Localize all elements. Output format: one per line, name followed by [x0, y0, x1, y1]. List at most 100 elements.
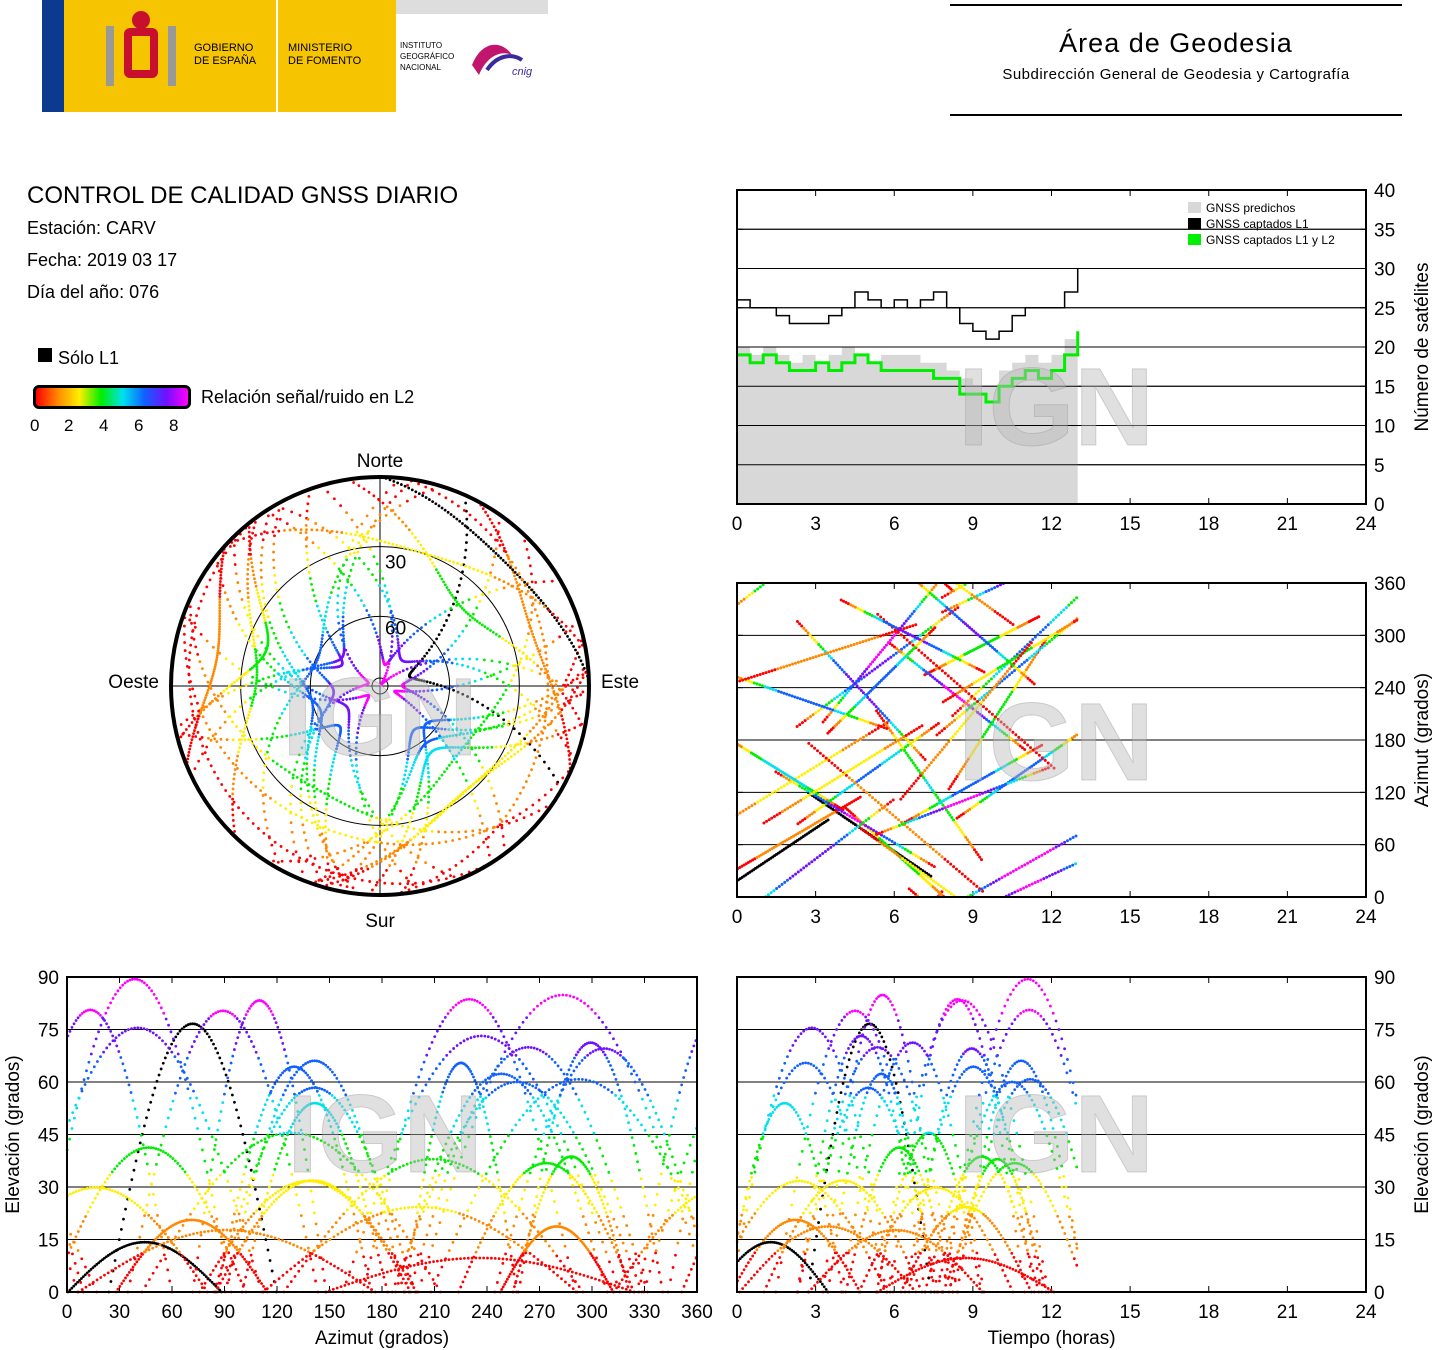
ign-text-line1: INSTITUTO	[400, 41, 443, 50]
el-az-point	[595, 1081, 599, 1085]
el-az-point	[253, 1239, 257, 1243]
el-az-point	[180, 1027, 184, 1031]
el-az-point	[369, 1211, 372, 1215]
el-az-point	[259, 1139, 263, 1143]
el-az-point	[563, 1280, 567, 1284]
el-az-point	[366, 1211, 369, 1215]
el-az-point	[531, 1084, 535, 1088]
az-time-point	[982, 698, 986, 702]
el-az-point	[226, 1076, 230, 1080]
el-az-point	[639, 1177, 643, 1181]
el-az-point	[688, 1209, 691, 1212]
az-time-point	[800, 624, 804, 628]
el-az-point	[145, 1028, 149, 1032]
az-time-point	[953, 792, 957, 796]
el-az-point	[486, 1035, 490, 1039]
az-time-point	[893, 645, 897, 649]
el-az-point	[147, 1146, 151, 1149]
el-az-point	[543, 1187, 547, 1191]
el-az-point	[584, 1078, 588, 1082]
el-az-point	[99, 1186, 103, 1190]
el-az-point	[505, 1257, 509, 1261]
el-az-point	[266, 1191, 269, 1195]
el-az-point	[186, 1087, 190, 1091]
az-time-point	[934, 596, 938, 600]
el-az-point	[277, 1157, 280, 1160]
az-time-point	[998, 583, 1002, 587]
el-az-point	[266, 1234, 270, 1238]
az-time-point	[1003, 656, 1007, 660]
az-time-point	[838, 792, 842, 796]
az-time-point	[865, 667, 869, 671]
el-az-point	[643, 1088, 647, 1091]
az-time-point	[767, 670, 771, 674]
az-time-point	[972, 882, 976, 886]
az-time-point	[1025, 658, 1029, 662]
az-time-point	[819, 707, 823, 711]
az-time-point	[1003, 874, 1007, 878]
az-time-point	[779, 666, 783, 670]
az-time-point	[1032, 644, 1036, 648]
el-az-point	[500, 1084, 503, 1088]
az-time-point	[893, 851, 897, 855]
el-az-point	[466, 1209, 470, 1212]
el-az-point	[76, 1271, 80, 1275]
el-az-point	[484, 1177, 488, 1181]
az-time-point	[844, 773, 848, 777]
az-time-point	[1027, 643, 1031, 647]
az-time-point	[773, 789, 777, 793]
el-az-point	[398, 1223, 401, 1227]
az-time-point	[952, 718, 956, 722]
el-az-point	[380, 1202, 383, 1205]
el-az-point	[191, 1106, 195, 1110]
el-az-point	[525, 1016, 529, 1020]
az-time-point	[1064, 606, 1068, 610]
az-time-point	[920, 584, 924, 588]
el-az-point	[241, 1284, 245, 1288]
el-az-point	[68, 1137, 71, 1141]
el-az-point	[598, 1194, 602, 1198]
el-az-point	[665, 1143, 669, 1147]
az-time-point	[829, 710, 833, 714]
el-az-point	[146, 1245, 150, 1249]
az-time-point	[822, 803, 826, 807]
el-az-point	[431, 1214, 435, 1218]
az-time-point	[917, 751, 921, 755]
gov-text-line1: GOBIERNO	[194, 42, 254, 54]
el-az-point	[109, 1280, 113, 1283]
el-az-point	[578, 1272, 582, 1276]
el-az-point	[127, 1028, 130, 1032]
y-tick-label: 30	[1374, 260, 1395, 281]
az-time-point	[860, 718, 864, 722]
el-az-point	[218, 1056, 222, 1060]
az-time-point	[876, 765, 880, 769]
el-az-point	[604, 1277, 608, 1281]
el-az-point	[216, 1286, 220, 1290]
el-az-point	[118, 1284, 122, 1288]
el-az-point	[166, 1236, 170, 1239]
el-az-point	[138, 978, 141, 982]
az-time-point	[908, 828, 912, 832]
az-time-point	[920, 600, 924, 604]
el-az-point	[88, 1283, 92, 1287]
el-az-point	[579, 999, 583, 1003]
el-az-point	[659, 1172, 663, 1176]
az-time-point	[915, 727, 919, 731]
el-az-point	[251, 1259, 254, 1263]
az-time-point	[900, 647, 904, 651]
az-time-point	[951, 611, 955, 615]
el-az-point	[362, 1277, 366, 1281]
el-az-point	[612, 1245, 616, 1249]
el-az-point	[204, 1200, 208, 1204]
el-az-point	[613, 1283, 617, 1287]
az-time-point	[937, 666, 941, 670]
el-az-point	[278, 1151, 282, 1155]
el-az-point	[200, 1026, 203, 1030]
el-az-point	[578, 1142, 581, 1145]
az-time-point	[923, 814, 927, 818]
az-time-point	[1031, 638, 1035, 642]
el-az-point	[616, 1051, 620, 1055]
el-az-point	[529, 1222, 533, 1226]
el-az-point	[643, 1246, 646, 1250]
